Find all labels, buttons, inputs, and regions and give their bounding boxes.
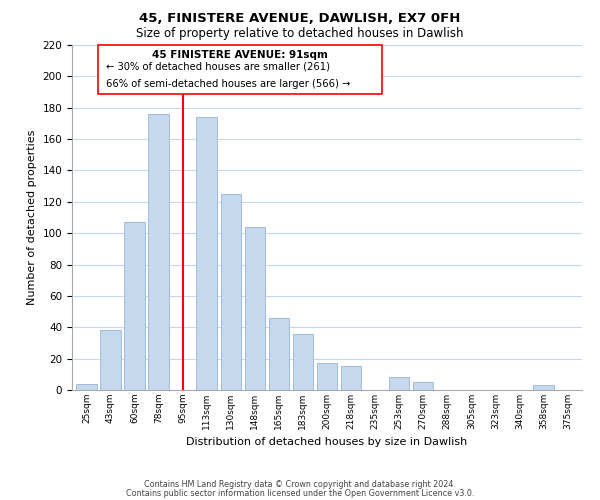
Bar [196,117,217,390]
Text: ← 30% of detached houses are smaller (261): ← 30% of detached houses are smaller (26… [106,62,329,72]
Bar [413,382,433,390]
Bar [245,227,265,390]
Text: Contains public sector information licensed under the Open Government Licence v3: Contains public sector information licen… [126,488,474,498]
Text: 45 FINISTERE AVENUE: 91sqm: 45 FINISTERE AVENUE: 91sqm [152,50,328,59]
Bar [269,318,289,390]
Text: 45, FINISTERE AVENUE, DAWLISH, EX7 0FH: 45, FINISTERE AVENUE, DAWLISH, EX7 0FH [139,12,461,26]
Text: Contains HM Land Registry data © Crown copyright and database right 2024.: Contains HM Land Registry data © Crown c… [144,480,456,489]
X-axis label: Distribution of detached houses by size in Dawlish: Distribution of detached houses by size … [187,438,467,448]
Bar [76,384,97,390]
Y-axis label: Number of detached properties: Number of detached properties [27,130,37,305]
Bar [317,364,337,390]
Bar [341,366,361,390]
Bar [100,330,121,390]
Bar [389,378,409,390]
Text: 66% of semi-detached houses are larger (566) →: 66% of semi-detached houses are larger (… [106,79,350,89]
Bar [221,194,241,390]
FancyBboxPatch shape [98,45,382,94]
Bar [533,386,554,390]
Bar [124,222,145,390]
Bar [148,114,169,390]
Text: Size of property relative to detached houses in Dawlish: Size of property relative to detached ho… [136,28,464,40]
Bar [293,334,313,390]
